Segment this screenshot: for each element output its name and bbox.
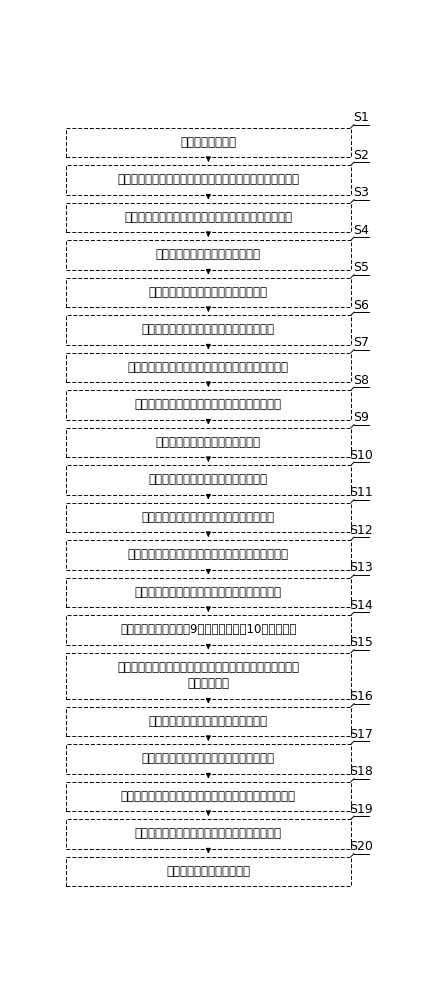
Text: S4: S4 (353, 224, 369, 237)
Text: S6: S6 (353, 299, 369, 312)
Text: 计算得到第一中频信号与第二中频信号的相位差: 计算得到第一中频信号与第二中频信号的相位差 (135, 398, 282, 411)
Text: 采样得到第一组数据样本和第二组数据样本: 采样得到第一组数据样本和第二组数据样本 (142, 323, 275, 336)
Text: 计算得到第五本振信号与第六本振信号的相位差: 计算得到第五本振信号与第六本振信号的相位差 (135, 827, 282, 840)
Text: 希尔伯特变换得到第十一组数据样本和第十二组数据样本: 希尔伯特变换得到第十一组数据样本和第十二组数据样本 (121, 790, 296, 803)
Bar (66, 353, 351, 382)
Text: 发送连续波源信号: 发送连续波源信号 (181, 136, 236, 149)
Bar (66, 857, 351, 886)
Text: 计算得到第三中频信号与第四中频信号的相位差: 计算得到第三中频信号与第四中频信号的相位差 (135, 586, 282, 599)
Text: S2: S2 (353, 149, 369, 162)
Bar (66, 203, 351, 232)
Bar (66, 390, 351, 420)
Text: S9: S9 (353, 411, 369, 424)
Bar (66, 428, 351, 457)
Text: S10: S10 (349, 449, 373, 462)
Text: S18: S18 (349, 765, 373, 778)
Text: S5: S5 (353, 261, 369, 274)
Text: 发送第一本振信号和第二本振信号: 发送第一本振信号和第二本振信号 (156, 248, 261, 261)
Text: 发送第三本振信号和第四本振信号: 发送第三本振信号和第四本振信号 (156, 436, 261, 449)
Text: S17: S17 (349, 728, 373, 741)
Text: 采样得到第五组数据样本和第六组数据样本: 采样得到第五组数据样本和第六组数据样本 (142, 511, 275, 524)
Text: S12: S12 (349, 524, 373, 537)
Bar (66, 540, 351, 570)
Text: S1: S1 (353, 111, 369, 124)
Text: 计算得到第十三组数据样本: 计算得到第十三组数据样本 (166, 865, 250, 878)
Text: S7: S7 (353, 336, 369, 349)
Bar (66, 744, 351, 774)
Bar (66, 707, 351, 736)
Bar (66, 615, 351, 645)
Bar (66, 819, 351, 849)
Bar (66, 278, 351, 307)
Text: 将连续波源信号分为第一连续波子信号和第二连续波子信号: 将连续波源信号分为第一连续波子信号和第二连续波子信号 (117, 173, 299, 186)
Bar (66, 128, 351, 157)
Text: 混频得到第五中频信号和第六中频信号: 混频得到第五中频信号和第六中频信号 (149, 715, 268, 728)
Text: S13: S13 (349, 561, 373, 574)
Text: 混频得到第一中频信号和第二中频信号: 混频得到第一中频信号和第二中频信号 (149, 286, 268, 299)
Bar (66, 315, 351, 345)
Text: S8: S8 (353, 374, 369, 387)
Text: 分别调整第一连续波子信号和第二连续波子信号的功率: 分别调整第一连续波子信号和第二连续波子信号的功率 (124, 211, 292, 224)
Text: 输入第一待测信号和第二待测信号，并发送第五本振信号和
第六本振信号: 输入第一待测信号和第二待测信号，并发送第五本振信号和 第六本振信号 (117, 661, 299, 690)
Bar (66, 165, 351, 195)
Bar (66, 240, 351, 270)
Text: 希尔伯特变换得到第七组数据样本和第八组数据样本: 希尔伯特变换得到第七组数据样本和第八组数据样本 (128, 548, 289, 561)
Text: 混频得到第三中频信号和第四中频信号: 混频得到第三中频信号和第四中频信号 (149, 473, 268, 486)
Text: S3: S3 (353, 186, 369, 199)
Text: S19: S19 (349, 803, 373, 816)
Text: S15: S15 (349, 636, 373, 649)
Bar (66, 503, 351, 532)
Text: S11: S11 (349, 486, 373, 499)
Text: S20: S20 (349, 840, 373, 853)
Text: 希尔伯特变换得到第三组数据样本和第四组数据样本: 希尔伯特变换得到第三组数据样本和第四组数据样本 (128, 361, 289, 374)
Bar (66, 465, 351, 495)
Bar (66, 578, 351, 607)
Bar (66, 653, 351, 699)
Text: S14: S14 (349, 599, 373, 612)
Text: 采样得到第九组数据样本和第十组数据样本: 采样得到第九组数据样本和第十组数据样本 (142, 752, 275, 765)
Text: S16: S16 (349, 690, 373, 703)
Text: 计算得到第一本振通道9与第二本振通道10的时延差值: 计算得到第一本振通道9与第二本振通道10的时延差值 (120, 623, 297, 636)
Bar (66, 782, 351, 811)
